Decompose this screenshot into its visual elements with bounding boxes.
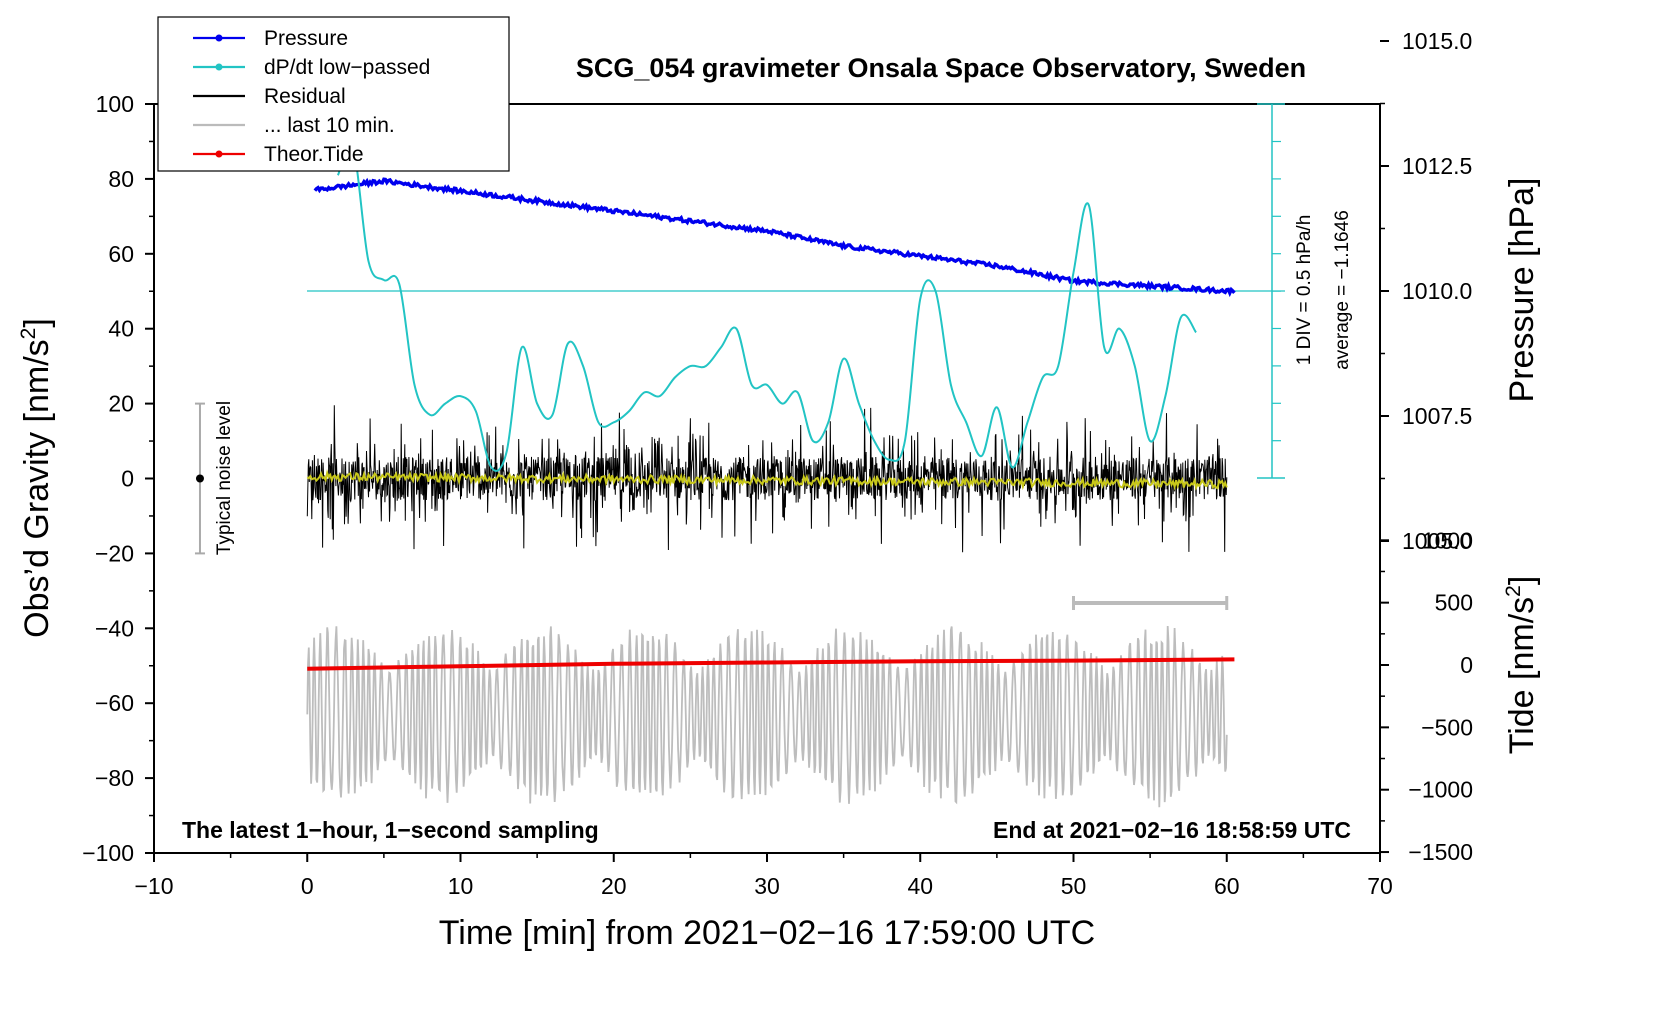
y-axis-label-pressure: Pressure [hPa] — [1503, 178, 1541, 403]
y-tick-label: −80 — [95, 765, 134, 791]
series-line-dpdt — [336, 144, 1197, 472]
pressure-tick-label: 1015.0 — [1402, 28, 1472, 54]
x-tick-label: 70 — [1367, 873, 1393, 899]
pressure-axis-ticks: 1015.0 1012.5 1010.0 1007.5 1005.0 — [1380, 28, 1472, 554]
note-end-time: End at 2021−02−16 18:58:59 UTC — [993, 817, 1351, 843]
y-axis-label-tide: Tide [nm/s2] — [1502, 576, 1541, 755]
noise-level-indicator — [194, 402, 205, 555]
series-line-residual-smooth — [306, 469, 1228, 491]
pressure-tick-label: 1007.5 — [1402, 403, 1472, 429]
series-last-10-min — [306, 625, 1228, 808]
y-tick-label: 60 — [108, 241, 134, 267]
x-tick-label: 50 — [1061, 873, 1087, 899]
div-label: 1 DIV = 0.5 hPa/h — [1294, 215, 1315, 366]
x-tick-label: 30 — [754, 873, 780, 899]
x-tick-label: −10 — [134, 873, 173, 899]
y-tick-label: 0 — [121, 466, 134, 492]
dpdt-scale-bar — [1257, 103, 1285, 479]
tide-tick-label: 500 — [1435, 590, 1473, 616]
y-tick-label: 80 — [108, 166, 134, 192]
tide-tick-label: −500 — [1421, 714, 1473, 740]
x-axis-ticks: −10 0 10 20 30 40 50 60 70 — [134, 853, 1393, 899]
tide-tick-label: −1000 — [1408, 777, 1473, 803]
x-tick-label: 0 — [301, 873, 314, 899]
series-line-last10 — [306, 625, 1228, 808]
y-tick-label: −20 — [95, 540, 134, 566]
last-10-min-range-bar — [1072, 596, 1229, 610]
note-sampling: The latest 1−hour, 1−second sampling — [182, 817, 599, 843]
legend-marker — [215, 63, 223, 71]
pressure-tick-label: 1010.0 — [1402, 278, 1472, 304]
y-axis-label-main-close: ] — [18, 318, 56, 327]
y-axis-label-tide-sup: 2 — [1502, 585, 1525, 597]
y-tick-label: 100 — [96, 91, 134, 117]
y-tick-label: −40 — [95, 615, 134, 641]
series-theor-tide — [307, 657, 1235, 671]
legend-label: dP/dt low−passed — [264, 56, 430, 79]
chart-title: SCG_054 gravimeter Onsala Space Observat… — [576, 53, 1306, 83]
legend-label: Pressure — [264, 27, 348, 50]
y-axis-ticks: 100 80 60 40 20 0 −20 −40 −60 −80 −100 — [82, 91, 154, 866]
series-dpdt — [336, 144, 1197, 472]
y-tick-label: −60 — [95, 690, 134, 716]
x-axis-label: Time [min] from 2021−02−16 17:59:00 UTC — [439, 914, 1095, 952]
y-axis-label-main-sup: 2 — [17, 328, 40, 340]
series-residual — [306, 405, 1228, 553]
x-tick-label: 40 — [907, 873, 933, 899]
tide-tick-label: 1000 — [1422, 527, 1473, 553]
y-tick-label: 20 — [108, 391, 134, 417]
tide-tick-label: −1500 — [1408, 839, 1473, 865]
x-tick-label: 10 — [448, 873, 474, 899]
legend-label: ... last 10 min. — [264, 114, 395, 137]
noise-bar-dot — [195, 474, 204, 483]
legend-box — [157, 16, 510, 172]
legend-marker — [215, 34, 223, 42]
average-label: average = −1.1646 — [1332, 210, 1353, 370]
y-tick-label: −100 — [82, 840, 134, 866]
noise-label: Typical noise level — [214, 401, 235, 555]
y-axis-label-main-text: Obs’d Gravity [nm/s — [18, 339, 56, 638]
legend: Pressure dP/dt low−passed Residual ... last… — [157, 16, 510, 172]
series-pressure — [313, 177, 1236, 298]
x-tick-label: 20 — [601, 873, 627, 899]
legend-label: Residual — [264, 85, 346, 108]
pressure-tick-label: 1005.0 — [1402, 528, 1472, 554]
y-axis-label-tide-text: Tide [nm/s — [1503, 597, 1541, 754]
y-axis-label-tide-close: ] — [1503, 576, 1541, 585]
tide-axis-ticks: 1000 500 0 −500 −1000 −1500 — [1380, 527, 1473, 865]
tide-tick-label: 0 — [1460, 652, 1473, 678]
legend-label: Theor.Tide — [264, 143, 364, 166]
x-tick-label: 60 — [1214, 873, 1240, 899]
y-tick-label: 40 — [108, 316, 134, 342]
y-axis-label-main: Obs’d Gravity [nm/s2] — [17, 318, 56, 638]
series-line-residual — [306, 405, 1228, 553]
legend-marker — [215, 150, 223, 158]
pressure-tick-label: 1012.5 — [1402, 153, 1472, 179]
series-line-tide — [307, 657, 1235, 671]
series-line-pressure — [313, 177, 1236, 298]
